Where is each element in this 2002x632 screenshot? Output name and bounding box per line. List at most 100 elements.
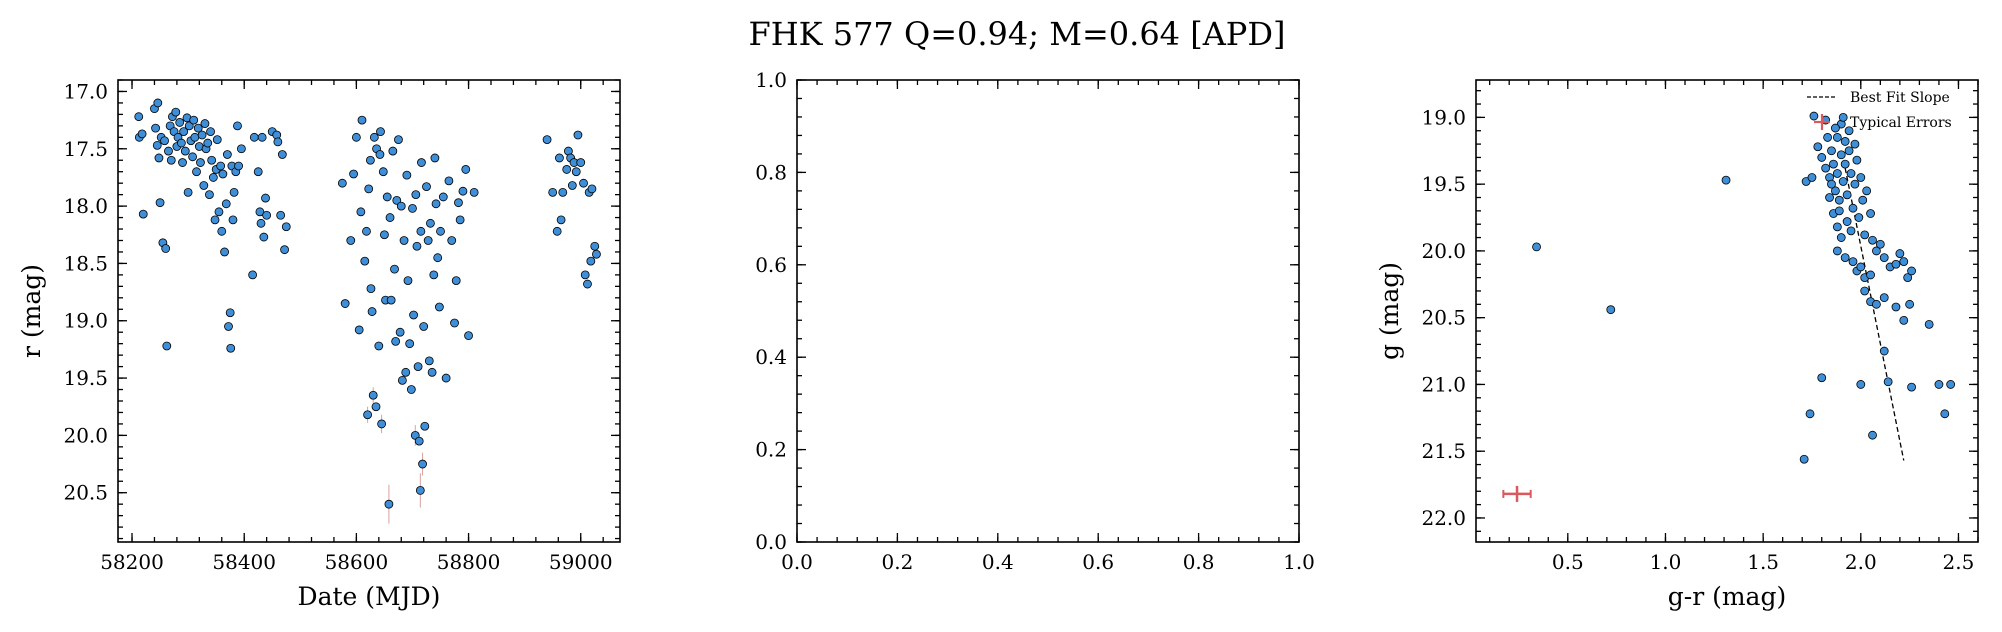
data-point — [152, 140, 162, 150]
data-point — [273, 137, 283, 147]
data-point — [542, 135, 552, 145]
data-point — [1946, 380, 1956, 389]
data-point — [1866, 209, 1875, 218]
data-point — [261, 193, 270, 203]
data-point — [592, 249, 601, 259]
data-point — [399, 236, 409, 245]
data-point — [1844, 126, 1854, 136]
data-point — [1840, 253, 1850, 262]
x-tick-label: 58600 — [325, 550, 389, 574]
data-point — [416, 226, 426, 236]
y-tick-label: 20.5 — [1421, 306, 1466, 330]
data-point — [224, 322, 233, 331]
data-point — [153, 98, 163, 108]
data-point — [155, 198, 165, 208]
plot-frame — [1475, 79, 1979, 543]
data-point — [556, 215, 566, 225]
data-point — [409, 310, 418, 320]
data-point — [221, 199, 231, 209]
x-tick-label: 2.0 — [1845, 550, 1877, 574]
data-point — [402, 170, 412, 180]
data-point — [256, 218, 266, 228]
data-point — [580, 270, 590, 280]
data-point — [390, 264, 399, 274]
data-point — [418, 459, 427, 469]
data-point — [1834, 206, 1844, 216]
data-point — [1829, 159, 1838, 169]
x-axis-label: g-r (mag) — [1668, 582, 1786, 611]
data-point — [262, 210, 272, 220]
data-point — [371, 402, 381, 412]
data-point — [356, 207, 366, 217]
y-tick-label: 21.5 — [1421, 439, 1466, 463]
plot-area — [1502, 111, 1956, 502]
data-point — [395, 327, 405, 337]
data-point — [1809, 111, 1819, 121]
data-point — [454, 198, 463, 208]
data-point — [583, 279, 592, 289]
data-point — [248, 270, 258, 280]
data-point — [548, 187, 558, 197]
data-point — [210, 215, 220, 225]
data-point — [382, 192, 392, 202]
data-point — [368, 390, 378, 400]
data-point — [405, 339, 415, 349]
data-point — [386, 295, 396, 305]
data-point — [196, 158, 205, 167]
data-point — [427, 367, 437, 377]
data-point — [1862, 186, 1872, 196]
data-point — [354, 325, 364, 335]
y-tick-label: 19.0 — [63, 309, 108, 333]
data-point — [208, 173, 218, 182]
data-point — [190, 132, 200, 142]
data-point — [374, 341, 384, 351]
data-point — [587, 184, 597, 194]
data-point — [1813, 142, 1823, 152]
y-tick-label: 0.2 — [755, 438, 787, 462]
data-point — [458, 186, 468, 196]
data-point — [426, 218, 435, 228]
data-point — [464, 331, 473, 341]
data-point — [1891, 259, 1901, 269]
data-point — [337, 178, 347, 188]
data-point — [444, 176, 454, 186]
data-point — [1838, 177, 1848, 186]
data-point — [1858, 195, 1868, 205]
data-point — [1805, 409, 1815, 419]
data-point — [1834, 195, 1844, 205]
data-point — [138, 209, 148, 219]
data-point — [151, 123, 160, 133]
data-point — [411, 190, 421, 200]
data-point — [225, 308, 235, 318]
x-tick-label: 0.4 — [982, 550, 1014, 574]
data-point — [180, 146, 190, 156]
data-point — [579, 178, 588, 188]
data-point — [1827, 146, 1836, 156]
data-point — [277, 150, 287, 159]
data-point — [1872, 246, 1881, 256]
data-point — [193, 123, 203, 133]
data-point — [1879, 346, 1889, 356]
data-point — [1850, 179, 1860, 189]
data-point — [1854, 213, 1864, 222]
data-point — [217, 226, 227, 236]
data-point — [552, 226, 562, 236]
data-point — [388, 146, 398, 156]
data-point — [586, 256, 596, 266]
data-point — [236, 144, 246, 154]
data-point — [450, 318, 459, 328]
data-point — [1825, 193, 1834, 202]
data-point — [1934, 380, 1944, 389]
data-point — [420, 421, 430, 431]
data-point — [401, 367, 411, 377]
data-point — [366, 155, 375, 165]
x-tick-label: 0.5 — [1552, 550, 1584, 574]
y-tick-label: 22.0 — [1421, 506, 1466, 530]
data-point — [1836, 150, 1846, 160]
data-point — [436, 226, 445, 236]
data-point — [249, 132, 259, 142]
data-point — [366, 284, 376, 294]
data-point — [1903, 273, 1913, 283]
x-tick-label: 0.2 — [881, 550, 913, 574]
